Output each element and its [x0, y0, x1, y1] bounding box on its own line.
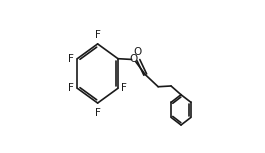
- Text: F: F: [68, 54, 74, 64]
- Text: F: F: [95, 30, 100, 40]
- Text: F: F: [95, 108, 100, 118]
- Text: O: O: [134, 47, 142, 57]
- Text: F: F: [68, 83, 74, 93]
- Text: F: F: [121, 83, 127, 93]
- Text: O: O: [130, 54, 138, 64]
